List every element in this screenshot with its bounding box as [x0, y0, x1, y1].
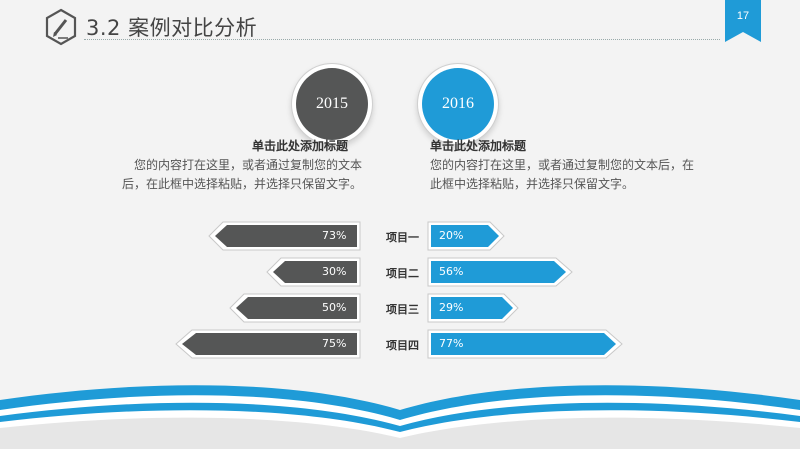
bottom-wave-decoration — [0, 385, 800, 449]
right-bar-4 — [427, 329, 623, 359]
left-column-text: 您的内容打在这里，或者通过复制您的文本 后，在此框中选择粘贴，并选择只保留文字。 — [86, 156, 362, 194]
row-label-3: 项目三 — [386, 303, 419, 316]
right-bar-2 — [427, 257, 573, 287]
left-bar-3 — [229, 293, 361, 323]
row-label-2: 项目二 — [386, 267, 419, 280]
left-text-line1: 您的内容打在这里，或者通过复制您的文本 — [133, 158, 362, 172]
left-column-title: 单击此处添加标题 — [252, 139, 349, 153]
right-bar-1 — [427, 221, 505, 251]
left-value-4: 75% — [322, 337, 347, 350]
right-value-4: 77% — [439, 337, 464, 350]
right-column-title: 单击此处添加标题 — [430, 139, 527, 153]
left-value-1: 73% — [322, 229, 347, 242]
right-text-line2: 此框中选择粘贴，并选择只保留文字。 — [430, 177, 635, 191]
page-number: 17 — [736, 10, 750, 22]
right-bar-3 — [427, 293, 519, 323]
year-circle-2015: 2015 — [296, 68, 368, 140]
left-bar-4 — [175, 329, 361, 359]
left-bar-1 — [208, 221, 361, 251]
right-column-text: 您的内容打在这里，或者通过复制您的文本后，在 此框中选择粘贴，并选择只保留文字。 — [430, 156, 710, 194]
page-badge — [725, 0, 761, 42]
left-text-line2: 后，在此框中选择粘贴，并选择只保留文字。 — [121, 177, 362, 191]
pencil-hexagon-icon — [45, 8, 77, 46]
left-bar-2 — [266, 257, 361, 287]
right-value-1: 20% — [439, 229, 464, 242]
left-value-2: 30% — [322, 265, 347, 278]
title-divider — [84, 39, 720, 40]
right-value-2: 56% — [439, 265, 464, 278]
page-title: 3.2 案例对比分析 — [86, 16, 258, 40]
right-value-3: 29% — [439, 301, 464, 314]
year-circle-2016: 2016 — [422, 68, 494, 140]
left-value-3: 50% — [322, 301, 347, 314]
row-label-4: 项目四 — [386, 339, 419, 352]
row-label-1: 项目一 — [386, 231, 419, 244]
right-text-line1: 您的内容打在这里，或者通过复制您的文本后，在 — [430, 158, 695, 172]
